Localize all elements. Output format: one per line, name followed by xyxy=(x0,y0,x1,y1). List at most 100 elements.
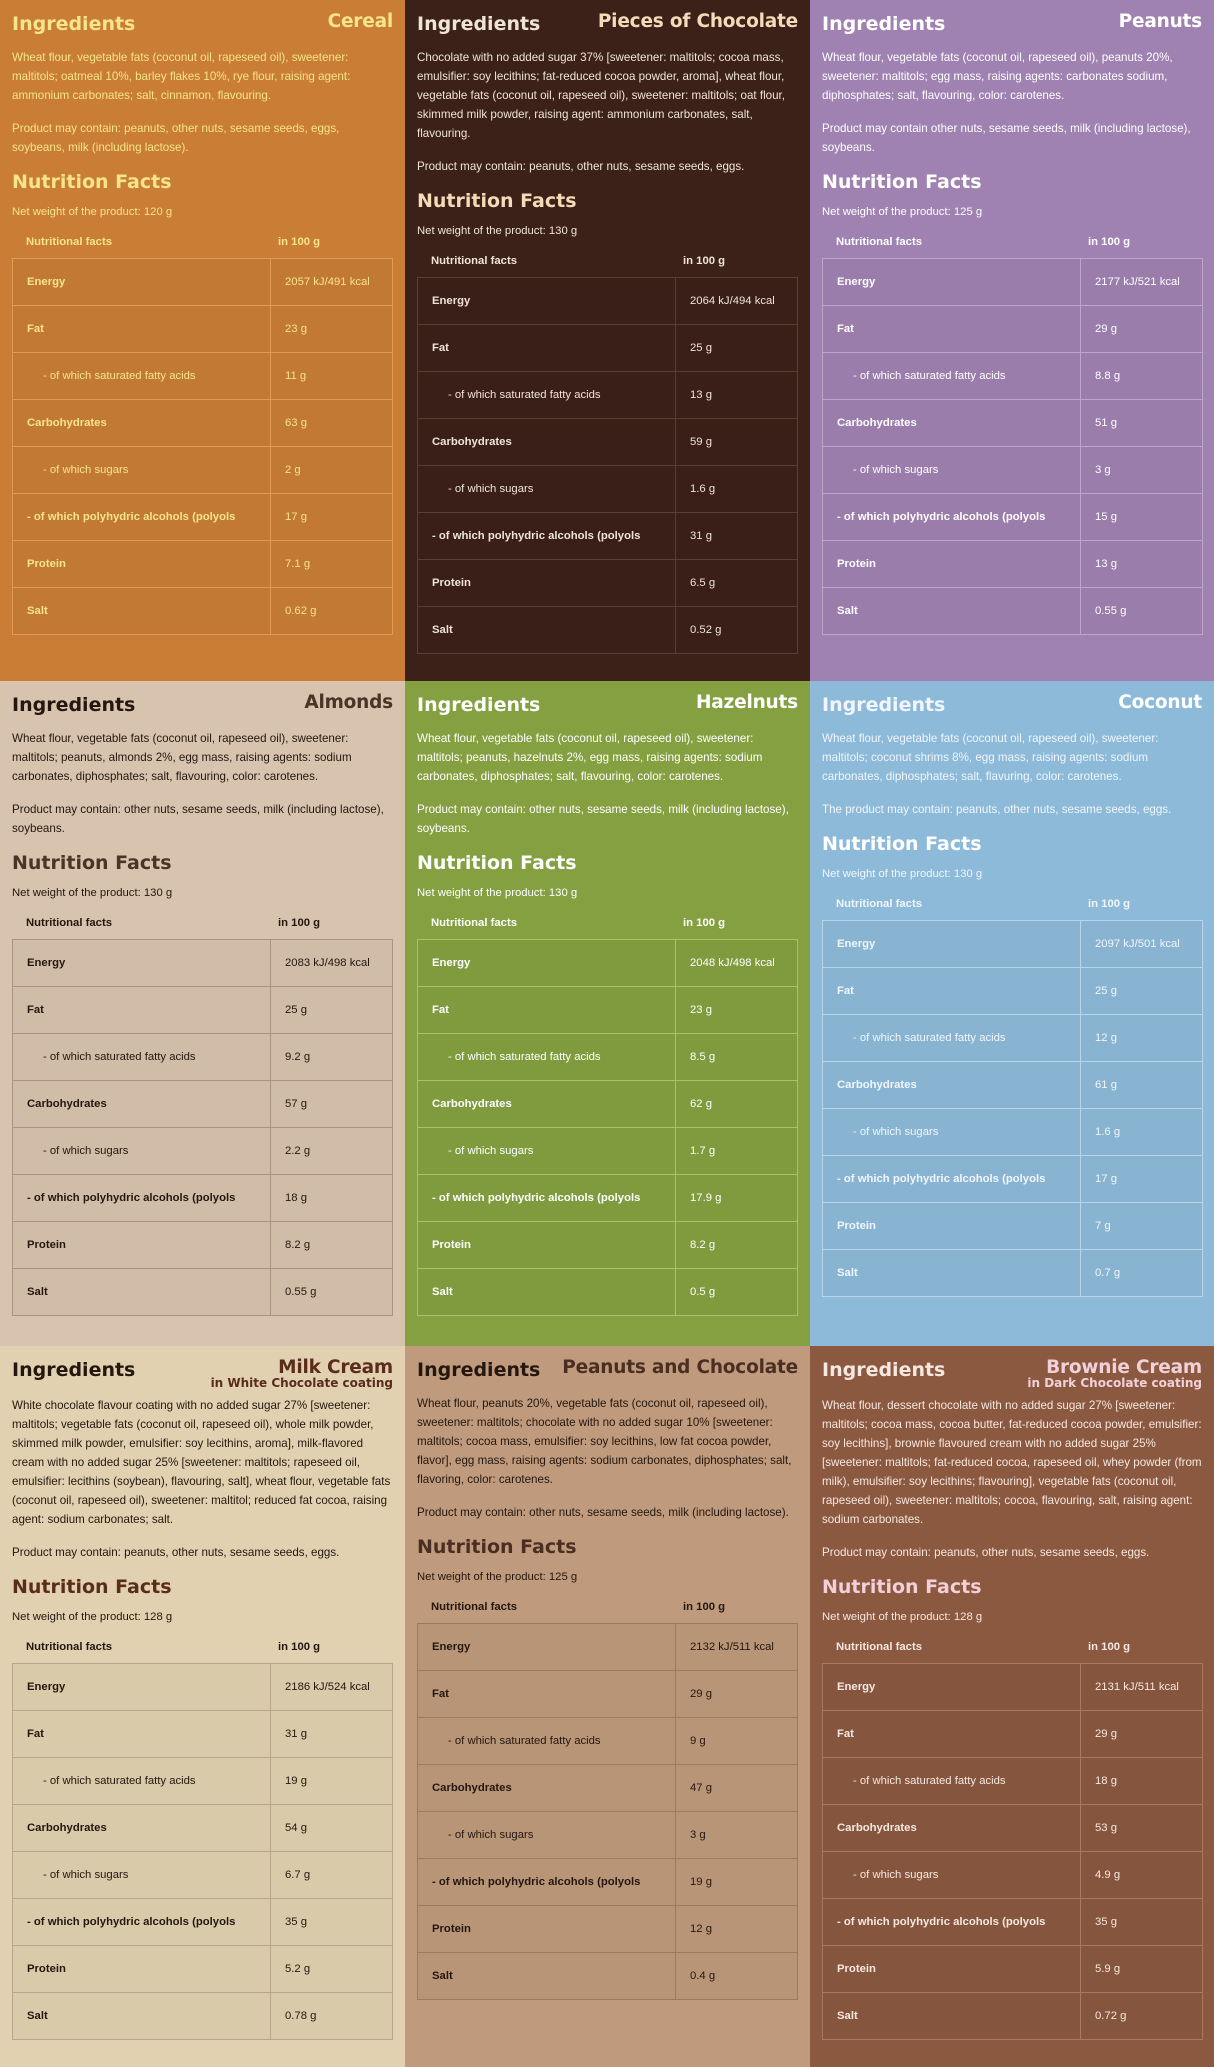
nutrient-label: - of which sugars xyxy=(12,446,271,494)
nutrient-value: 2 g xyxy=(270,446,393,494)
nutrient-label: Protein xyxy=(417,1905,676,1953)
nutrient-value: 2131 kJ/511 kcal xyxy=(1080,1663,1203,1711)
net-weight: Net weight of the product: 130 g xyxy=(417,225,578,237)
ingredients-text: Wheat flour, dessert chocolate with no a… xyxy=(822,1399,1202,1526)
nutrient-label: - of which saturated fatty acids xyxy=(12,352,271,400)
column-header-name: Nutritional facts xyxy=(431,917,517,929)
nutrient-value: 4.9 g xyxy=(1080,1851,1203,1899)
table-row: - of which saturated fatty acids 13 g xyxy=(417,371,798,419)
allergens-text: Product may contain: peanuts, other nuts… xyxy=(822,1546,1150,1559)
table-row: - of which saturated fatty acids 9.2 g xyxy=(12,1033,393,1081)
nutrient-value: 0.55 g xyxy=(1080,587,1203,635)
ingredients-text: Chocolate with no added sugar 37% [sweet… xyxy=(417,51,785,140)
column-header-value: in 100 g xyxy=(1088,236,1131,248)
nutrient-label: Salt xyxy=(12,587,271,635)
table-row: - of which sugars 1.6 g xyxy=(822,1108,1203,1156)
nutrient-label: - of which saturated fatty acids xyxy=(417,1717,676,1765)
column-header-name: Nutritional facts xyxy=(836,898,922,910)
nutrient-label: Salt xyxy=(822,587,1081,635)
allergens-text: Product may contain other nuts, sesame s… xyxy=(822,122,1191,154)
nutrient-label: Carbohydrates xyxy=(12,399,271,447)
nutrient-label: Salt xyxy=(822,1249,1081,1297)
table-row: Protein 5.9 g xyxy=(822,1945,1203,1993)
table-row: Fat 23 g xyxy=(417,986,798,1034)
table-row: Salt 0.55 g xyxy=(822,587,1203,635)
table-row: Fat 29 g xyxy=(417,1670,798,1718)
nutrient-value: 2057 kJ/491 kcal xyxy=(270,258,393,306)
table-row: Carbohydrates 59 g xyxy=(417,418,798,466)
ingredients-text: Wheat flour, vegetable fats (coconut oil… xyxy=(417,732,763,783)
nutrient-value: 2083 kJ/498 kcal xyxy=(270,939,393,987)
ingredients-heading: Ingredients xyxy=(12,13,136,35)
nutrition-facts-heading: Nutrition Facts xyxy=(12,1576,172,1598)
table-row: Fat 25 g xyxy=(822,967,1203,1015)
nutrient-value: 8.8 g xyxy=(1080,352,1203,400)
nutrient-label: - of which sugars xyxy=(822,446,1081,494)
nutrition-facts-heading: Nutrition Facts xyxy=(12,852,172,874)
nutrient-value: 1.6 g xyxy=(1080,1108,1203,1156)
table-row: - of which sugars 3 g xyxy=(822,446,1203,494)
table-row: Protein 8.2 g xyxy=(417,1221,798,1269)
nutrition-table: Energy 2064 kJ/494 kcal Fat 25 g - of wh… xyxy=(417,277,798,654)
nutrient-label: - of which saturated fatty acids xyxy=(12,1757,271,1805)
table-row: Protein 8.2 g xyxy=(12,1221,393,1269)
table-row: Energy 2083 kJ/498 kcal xyxy=(12,939,393,987)
nutrient-value: 2177 kJ/521 kcal xyxy=(1080,258,1203,306)
column-header-name: Nutritional facts xyxy=(836,236,922,248)
nutrient-value: 19 g xyxy=(270,1757,393,1805)
nutrient-value: 17 g xyxy=(1080,1155,1203,1203)
nutrient-label: - of which saturated fatty acids xyxy=(822,1014,1081,1062)
nutrient-value: 0.4 g xyxy=(675,1952,798,2000)
panel-header: Ingredients Peanuts xyxy=(822,10,1202,42)
nutrient-label: Carbohydrates xyxy=(822,1804,1081,1852)
column-header-value: in 100 g xyxy=(683,917,726,929)
nutrient-value: 13 g xyxy=(1080,540,1203,588)
nutrition-table: Energy 2132 kJ/511 kcal Fat 29 g - of wh… xyxy=(417,1623,798,2000)
table-row: - of which sugars 3 g xyxy=(417,1811,798,1859)
nutrition-table: Energy 2048 kJ/498 kcal Fat 23 g - of wh… xyxy=(417,939,798,1316)
table-row: Fat 25 g xyxy=(12,986,393,1034)
column-header-name: Nutritional facts xyxy=(836,1641,922,1653)
nutrient-label: Protein xyxy=(12,1221,271,1269)
nutrition-table: Energy 2057 kJ/491 kcal Fat 23 g - of wh… xyxy=(12,258,393,635)
table-row: Carbohydrates 61 g xyxy=(822,1061,1203,1109)
nutrient-label: Fat xyxy=(12,1710,271,1758)
table-row: Carbohydrates 57 g xyxy=(12,1080,393,1128)
nutrient-label: Fat xyxy=(417,324,676,372)
nutrient-label: Energy xyxy=(12,939,271,987)
nutrient-label: - of which sugars xyxy=(417,465,676,513)
net-weight: Net weight of the product: 120 g xyxy=(12,206,173,218)
allergens-text: Product may contain: peanuts, other nuts… xyxy=(417,160,745,173)
panel-header: Ingredients Coconut xyxy=(822,691,1202,723)
nutrient-label: Salt xyxy=(12,1992,271,2040)
nutrient-label: Energy xyxy=(822,258,1081,306)
nutrient-value: 3 g xyxy=(675,1811,798,1859)
nutrient-label: - of which saturated fatty acids xyxy=(417,371,676,419)
table-row: - of which saturated fatty acids 9 g xyxy=(417,1717,798,1765)
nutrient-value: 23 g xyxy=(270,305,393,353)
nutrient-value: 8.2 g xyxy=(675,1221,798,1269)
ingredients-heading: Ingredients xyxy=(822,13,946,35)
table-row: Salt 0.7 g xyxy=(822,1249,1203,1297)
ingredients-text: Wheat flour, peanuts 20%, vegetable fats… xyxy=(417,1397,792,1486)
table-row: - of which sugars 2.2 g xyxy=(12,1127,393,1175)
nutrient-label: Protein xyxy=(822,1945,1081,1993)
product-panel-coconut: Ingredients Coconut Wheat flour, vegetab… xyxy=(810,681,1214,1346)
nutrient-value: 54 g xyxy=(270,1804,393,1852)
allergens-text: Product may contain: other nuts, sesame … xyxy=(12,803,384,835)
allergens-text: Product may contain: peanuts, other nuts… xyxy=(12,122,340,154)
nutrient-value: 6.7 g xyxy=(270,1851,393,1899)
nutrient-value: 18 g xyxy=(270,1174,393,1222)
nutrient-value: 57 g xyxy=(270,1080,393,1128)
table-row: Energy 2048 kJ/498 kcal xyxy=(417,939,798,987)
table-row: Carbohydrates 47 g xyxy=(417,1764,798,1812)
nutrient-label: Salt xyxy=(417,1952,676,2000)
ingredients-heading: Ingredients xyxy=(822,694,946,716)
nutrition-facts-heading: Nutrition Facts xyxy=(12,171,172,193)
table-row: Carbohydrates 63 g xyxy=(12,399,393,447)
product-name: Almonds xyxy=(304,692,393,713)
nutrient-value: 7 g xyxy=(1080,1202,1203,1250)
nutrient-label: Energy xyxy=(417,1623,676,1671)
table-row: - of which saturated fatty acids 8.8 g xyxy=(822,352,1203,400)
nutrient-value: 2.2 g xyxy=(270,1127,393,1175)
